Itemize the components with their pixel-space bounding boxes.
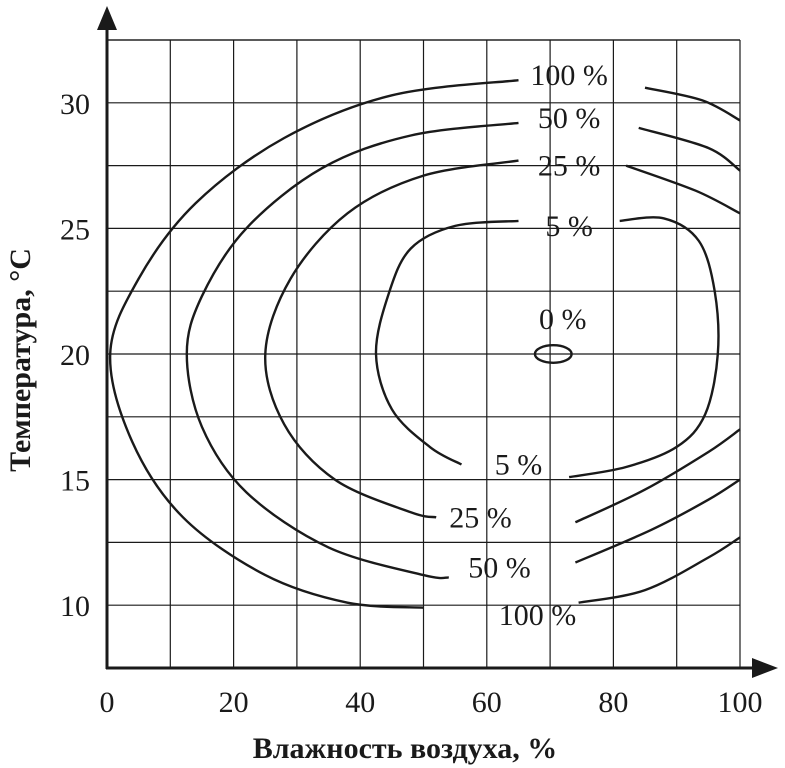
y-axis-arrow — [97, 6, 117, 30]
x-axis-title: Влажность воздуха, % — [253, 732, 558, 765]
contour-line — [574, 428, 741, 524]
contour-label: 25 % — [538, 150, 601, 183]
contour-line — [108, 79, 519, 609]
contour-line — [264, 159, 519, 519]
contour-line — [574, 478, 741, 564]
y-tick-label: 20 — [60, 339, 90, 372]
x-tick-label: 80 — [598, 686, 628, 719]
contour-line — [625, 164, 741, 215]
x-tick-label: 60 — [472, 686, 502, 719]
contour-line — [578, 536, 741, 604]
contour-label: 50 % — [538, 102, 601, 135]
contour-line — [185, 121, 519, 580]
contour-line — [568, 216, 720, 479]
tick-labels: 0 20 40 60 80 100 10 15 20 25 30 — [60, 88, 763, 719]
y-tick-label: 30 — [60, 88, 90, 121]
contour-line — [644, 86, 741, 122]
contour-line — [638, 126, 741, 172]
contour-ellipse — [533, 344, 573, 364]
axes — [97, 6, 778, 678]
contour-labels: 100 % 100 % 50 % 50 % 25 % 25 % 5 % 5 % 0 % — [449, 59, 608, 632]
x-tick-label: 100 — [718, 686, 763, 719]
y-tick-label: 25 — [60, 213, 90, 246]
x-axis-arrow — [752, 658, 778, 678]
contour-label: 5 % — [545, 210, 593, 243]
contour-label: 100 % — [530, 59, 608, 92]
y-tick-label: 10 — [60, 590, 90, 623]
contour-label: 25 % — [449, 501, 512, 534]
y-axis-title: Температура, °C — [4, 248, 37, 472]
y-tick-label: 15 — [60, 465, 90, 498]
contour-label: 100 % — [499, 599, 577, 632]
x-tick-label: 20 — [219, 686, 249, 719]
x-tick-label: 0 — [100, 686, 115, 719]
contour-label: 50 % — [468, 552, 531, 585]
contours — [108, 79, 741, 609]
contour-label: 5 % — [495, 449, 543, 482]
contour-line — [374, 219, 519, 466]
contour-label: 0 % — [539, 303, 587, 336]
x-tick-label: 40 — [345, 686, 375, 719]
